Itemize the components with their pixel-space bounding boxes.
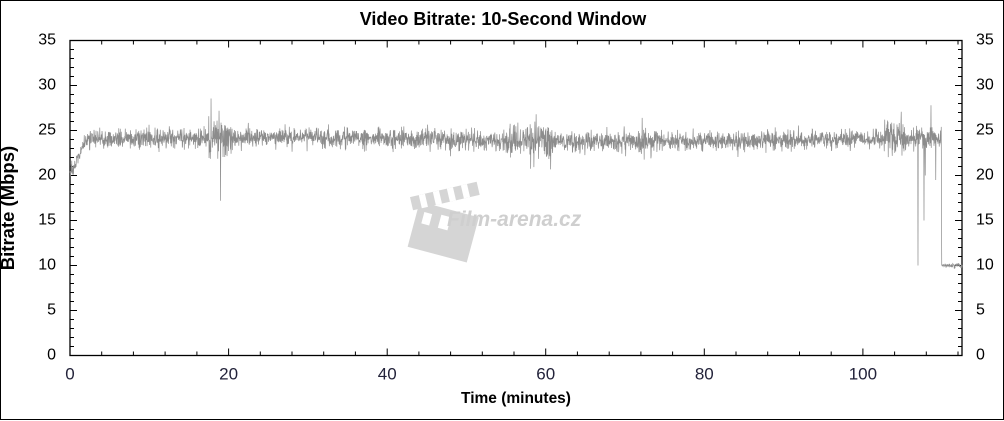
svg-text:5: 5 [47, 302, 56, 319]
svg-text:20: 20 [38, 167, 56, 184]
svg-text:35: 35 [976, 32, 994, 49]
svg-text:0: 0 [976, 347, 985, 364]
svg-text:15: 15 [976, 212, 994, 229]
svg-text:15: 15 [38, 212, 56, 229]
svg-text:10: 10 [38, 257, 56, 274]
svg-text:20: 20 [976, 167, 994, 184]
svg-text:10: 10 [976, 257, 994, 274]
svg-text:100: 100 [849, 365, 877, 384]
svg-text:Film-arena.cz: Film-arena.cz [447, 208, 582, 231]
svg-text:80: 80 [695, 365, 714, 384]
svg-text:30: 30 [38, 77, 56, 94]
svg-text:40: 40 [378, 365, 397, 384]
svg-text:30: 30 [976, 77, 994, 94]
svg-text:60: 60 [536, 365, 555, 384]
svg-text:0: 0 [47, 347, 56, 364]
svg-text:20: 20 [219, 365, 238, 384]
svg-text:35: 35 [38, 32, 56, 49]
svg-text:25: 25 [976, 122, 994, 139]
svg-text:25: 25 [38, 122, 56, 139]
svg-text:5: 5 [976, 302, 985, 319]
svg-text:0: 0 [65, 365, 74, 384]
